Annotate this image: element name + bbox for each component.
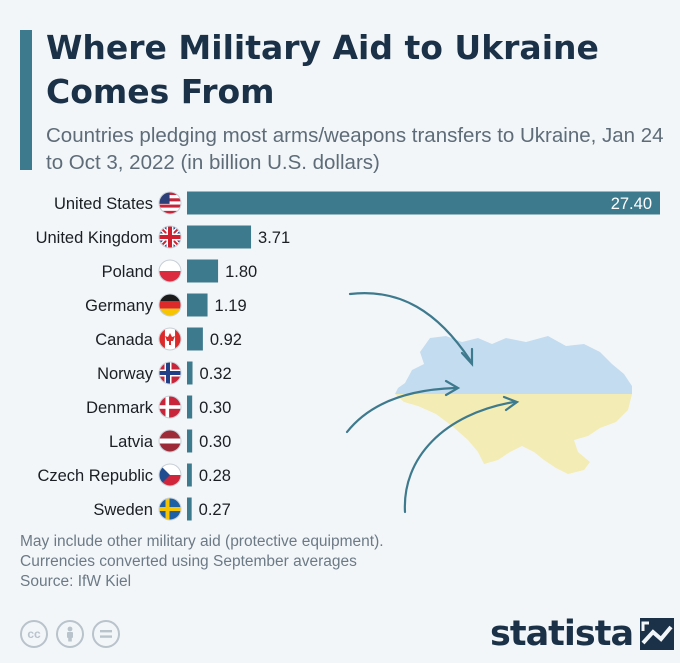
value-label: 0.30	[199, 399, 231, 417]
norway-flag-icon	[158, 361, 182, 385]
value-label: 3.71	[258, 229, 290, 247]
license-icons: cc	[20, 620, 120, 650]
cc-icon[interactable]: cc	[20, 620, 48, 648]
footnote-line-1: May include other military aid (protecti…	[20, 533, 384, 550]
category-label: Czech Republic	[37, 467, 153, 485]
germany-flag-icon	[158, 293, 182, 317]
denmark-flag-icon	[158, 395, 182, 419]
value-label: 0.28	[199, 467, 231, 485]
value-label: 1.19	[215, 297, 247, 315]
latvia-flag-icon	[158, 429, 182, 453]
ukraine-map	[395, 336, 632, 474]
chart-title: Where Military Aid to Ukraine Comes From	[46, 28, 599, 111]
arrow-curve-1	[348, 292, 472, 362]
value-label: 0.30	[199, 433, 231, 451]
value-label: 1.80	[225, 263, 257, 281]
bar	[187, 327, 203, 351]
arrow-head-3	[502, 395, 520, 412]
value-label: 0.32	[200, 365, 232, 383]
ukraine-map-north	[395, 336, 632, 394]
source-note: Source: IfW Kiel	[20, 573, 132, 590]
bar	[187, 361, 193, 385]
title-accent-bar	[20, 30, 32, 170]
bar	[187, 225, 252, 249]
sweden-flag-icon	[158, 497, 182, 521]
category-label: Latvia	[109, 433, 154, 451]
aid-arrows	[345, 292, 520, 514]
category-label: Germany	[85, 297, 154, 315]
category-label: Sweden	[93, 501, 153, 519]
bar	[187, 463, 192, 487]
canada-flag-icon	[158, 327, 182, 351]
bar	[187, 191, 660, 215]
bar	[187, 395, 193, 419]
footnote-line-2: Currencies converted using September ave…	[20, 553, 357, 570]
arrow-head-1	[460, 347, 474, 367]
logo-text: statista	[490, 614, 634, 654]
bar	[187, 293, 208, 317]
bar-series: United States 27.40 United Kingdom 3.71 Pola…	[36, 191, 660, 521]
poland-flag-icon	[158, 259, 182, 283]
value-label: 27.40	[611, 195, 652, 213]
arrow-head-2	[444, 379, 461, 397]
footnotes: May include other military aid (protecti…	[20, 532, 660, 592]
category-label: United Kingdom	[36, 229, 153, 247]
arrow-curve-2	[345, 386, 457, 434]
category-label: Canada	[95, 331, 154, 349]
us-flag-icon	[158, 191, 182, 215]
arrow-curve-3	[403, 400, 516, 514]
statista-logo-icon	[640, 618, 675, 650]
bar	[187, 429, 193, 453]
category-label: Norway	[97, 365, 154, 383]
value-label: 0.27	[199, 501, 231, 519]
value-label: 0.92	[210, 331, 242, 349]
statista-logo[interactable]: statista	[490, 612, 675, 656]
bar	[187, 497, 192, 521]
czech-flag-icon	[158, 463, 182, 487]
category-label: Poland	[102, 263, 153, 281]
category-label: United States	[54, 195, 153, 213]
ukraine-map-south	[395, 394, 632, 474]
chart-subtitle: Countries pledging most arms/weapons tra…	[46, 124, 664, 174]
category-label: Denmark	[86, 399, 154, 417]
bar	[187, 259, 219, 283]
no-derivatives-icon[interactable]	[92, 620, 120, 648]
uk-flag-icon	[158, 225, 182, 249]
attribution-icon[interactable]	[56, 620, 84, 648]
